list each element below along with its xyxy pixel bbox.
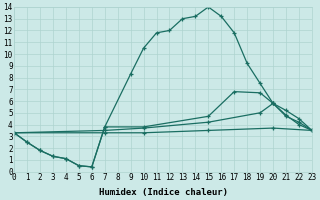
X-axis label: Humidex (Indice chaleur): Humidex (Indice chaleur) [99, 188, 228, 197]
